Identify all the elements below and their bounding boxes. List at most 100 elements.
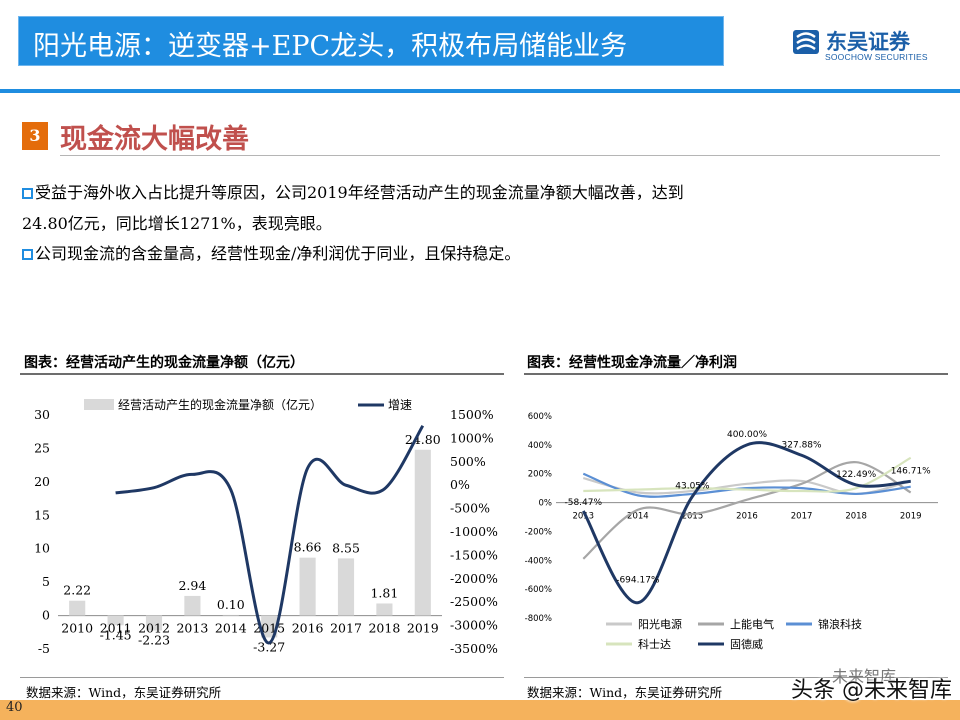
x-tick-label: 2013: [572, 512, 594, 522]
bar: [184, 595, 201, 616]
watermark-top: 未来智库: [832, 667, 897, 686]
cash-ratio-chart: 600% 400% 200% 0% -200% -400% -600% -800% 2013 20…: [525, 412, 938, 651]
source-left: 数据来源：Wind，东吴证券研究所: [26, 685, 222, 700]
bar-data-label: -3.27: [253, 639, 285, 654]
logo-name-en: SOOCHOW SECURITIES: [825, 52, 928, 62]
series-data-label: 146.71%: [891, 466, 931, 476]
y2-tick-label: 1000%: [450, 430, 494, 445]
y-tick-label: 600%: [528, 412, 552, 422]
series-data-label: -58.47%: [564, 498, 602, 508]
chart-left-title-rule: [20, 373, 504, 375]
bar: [69, 600, 86, 616]
y-tick-label: 0: [42, 608, 50, 623]
chart-left-title: 图表：经营活动产生的现金流量净额（亿元）: [24, 355, 304, 371]
bar: [107, 615, 124, 626]
legend-label: 锦浪科技: [818, 617, 862, 631]
x-tick-label: 2016: [292, 621, 324, 636]
x-tick-label: 2018: [845, 512, 867, 522]
bar-data-label: 2.22: [63, 583, 91, 598]
bar-data-label: 1.81: [370, 585, 398, 600]
bar: [145, 615, 163, 631]
y-tick-label: -800%: [525, 614, 552, 624]
legend-label: 上能电气: [730, 617, 774, 631]
y2-tick-label: -2000%: [450, 571, 498, 586]
series-line: [581, 441, 911, 605]
legend-label: 阳光电源: [638, 617, 682, 631]
y2-tick-label: -2500%: [450, 594, 498, 609]
logo-name-cn: 东吴证券: [826, 30, 910, 54]
page-title: 阳光电源：逆变器+EPC龙头，积极布局储能业务: [33, 31, 628, 62]
y2-tick-label: 0%: [450, 477, 470, 492]
bar-data-label: -1.45: [100, 627, 132, 642]
y-tick-label: 0%: [539, 499, 553, 509]
growth-line: [115, 424, 425, 645]
y2-tick-label: -1500%: [450, 547, 498, 562]
section-title: 现金流大幅改善: [60, 124, 249, 155]
series-line: [582, 472, 911, 498]
series-line: [583, 456, 912, 493]
section-divider: [60, 155, 940, 156]
x-tick-label: 2014: [215, 621, 247, 636]
chart-right-bottom-rule: [524, 677, 948, 678]
series-line: [582, 461, 912, 560]
series-data-label: 327.88%: [782, 440, 822, 450]
x-tick-label: 2010: [61, 621, 93, 636]
bar: [261, 615, 278, 638]
legend-label: 固德威: [730, 637, 763, 651]
series-data-label: 122.49%: [836, 470, 876, 480]
source-right: 数据来源：Wind，东吴证券研究所: [527, 685, 723, 700]
bullet-2: 公司现金流的含金量高，经营性现金/净利润优于同业，且保持稳定。: [22, 240, 520, 264]
x-tick-label: 2013: [176, 621, 208, 636]
series-data-label: -694.17%: [616, 576, 660, 586]
x-tick-label: 2018: [368, 621, 400, 636]
x-tick-label: 2019: [407, 621, 439, 636]
legend-line-label: 增速: [388, 398, 412, 412]
bar: [299, 557, 316, 616]
y-tick-label: -600%: [525, 585, 552, 595]
bar-data-label: 2.94: [178, 578, 206, 593]
y-tick-label: -5: [38, 641, 50, 656]
section-number: 3: [22, 122, 48, 150]
bullet-square-icon: [22, 249, 33, 260]
y2-tick-label: 500%: [450, 454, 486, 469]
series-data-label: 43.05%: [675, 481, 710, 491]
x-tick-label: 2017: [330, 621, 362, 636]
legend-label: 科士达: [638, 637, 671, 651]
y-tick-label: -400%: [525, 556, 552, 566]
y2-tick-label: -3500%: [450, 641, 498, 656]
y-tick-label: 20: [34, 474, 50, 489]
y2-tick-label: -500%: [450, 501, 490, 516]
footer-strip: [0, 700, 960, 720]
y-tick-label: -200%: [525, 527, 552, 537]
bar: [414, 449, 431, 616]
bar-data-label: 8.66: [294, 540, 322, 555]
chart-left-bottom-rule: [20, 677, 504, 678]
series-data-label: 400.00%: [727, 430, 767, 440]
bar-data-label: 24.80: [405, 432, 441, 447]
chart-right-title-rule: [524, 373, 948, 375]
watermark: 头条 @未来智库: [791, 678, 952, 703]
title-bar: 阳光电源：逆变器+EPC龙头，积极布局储能业务: [18, 16, 724, 66]
y-tick-label: 200%: [528, 470, 552, 480]
bar: [222, 614, 239, 616]
y-tick-label: 25: [34, 440, 50, 455]
bar-data-label: 0.10: [217, 597, 245, 612]
bullet-1-line-2: 24.80亿元，同比增长1271%，表现亮眼。: [22, 214, 332, 233]
bar-data-label: 8.55: [332, 540, 360, 555]
x-tick-label: 2017: [791, 512, 813, 522]
page-number: 40: [6, 700, 23, 715]
y2-tick-label: 1500%: [450, 407, 494, 422]
x-tick-label: 2016: [736, 512, 758, 522]
cashflow-chart: 30 25 20 15 10 5 0 -5 1500% 1000% 500% 0% -500% -1000…: [34, 397, 498, 656]
y-tick-label: 400%: [528, 441, 552, 451]
x-tick-label: 2015: [682, 512, 704, 522]
x-tick-label: 2011: [100, 621, 132, 636]
x-tick-label: 2014: [627, 512, 649, 522]
y2-tick-label: -3000%: [450, 618, 498, 633]
chart-right-title: 图表：经营性现金净流量／净利润: [527, 355, 737, 371]
y-tick-label: 5: [42, 574, 50, 589]
x-tick-label: 2012: [138, 621, 170, 636]
y2-tick-label: -1000%: [450, 524, 498, 539]
header-divider: [0, 89, 960, 93]
bar: [376, 603, 393, 616]
